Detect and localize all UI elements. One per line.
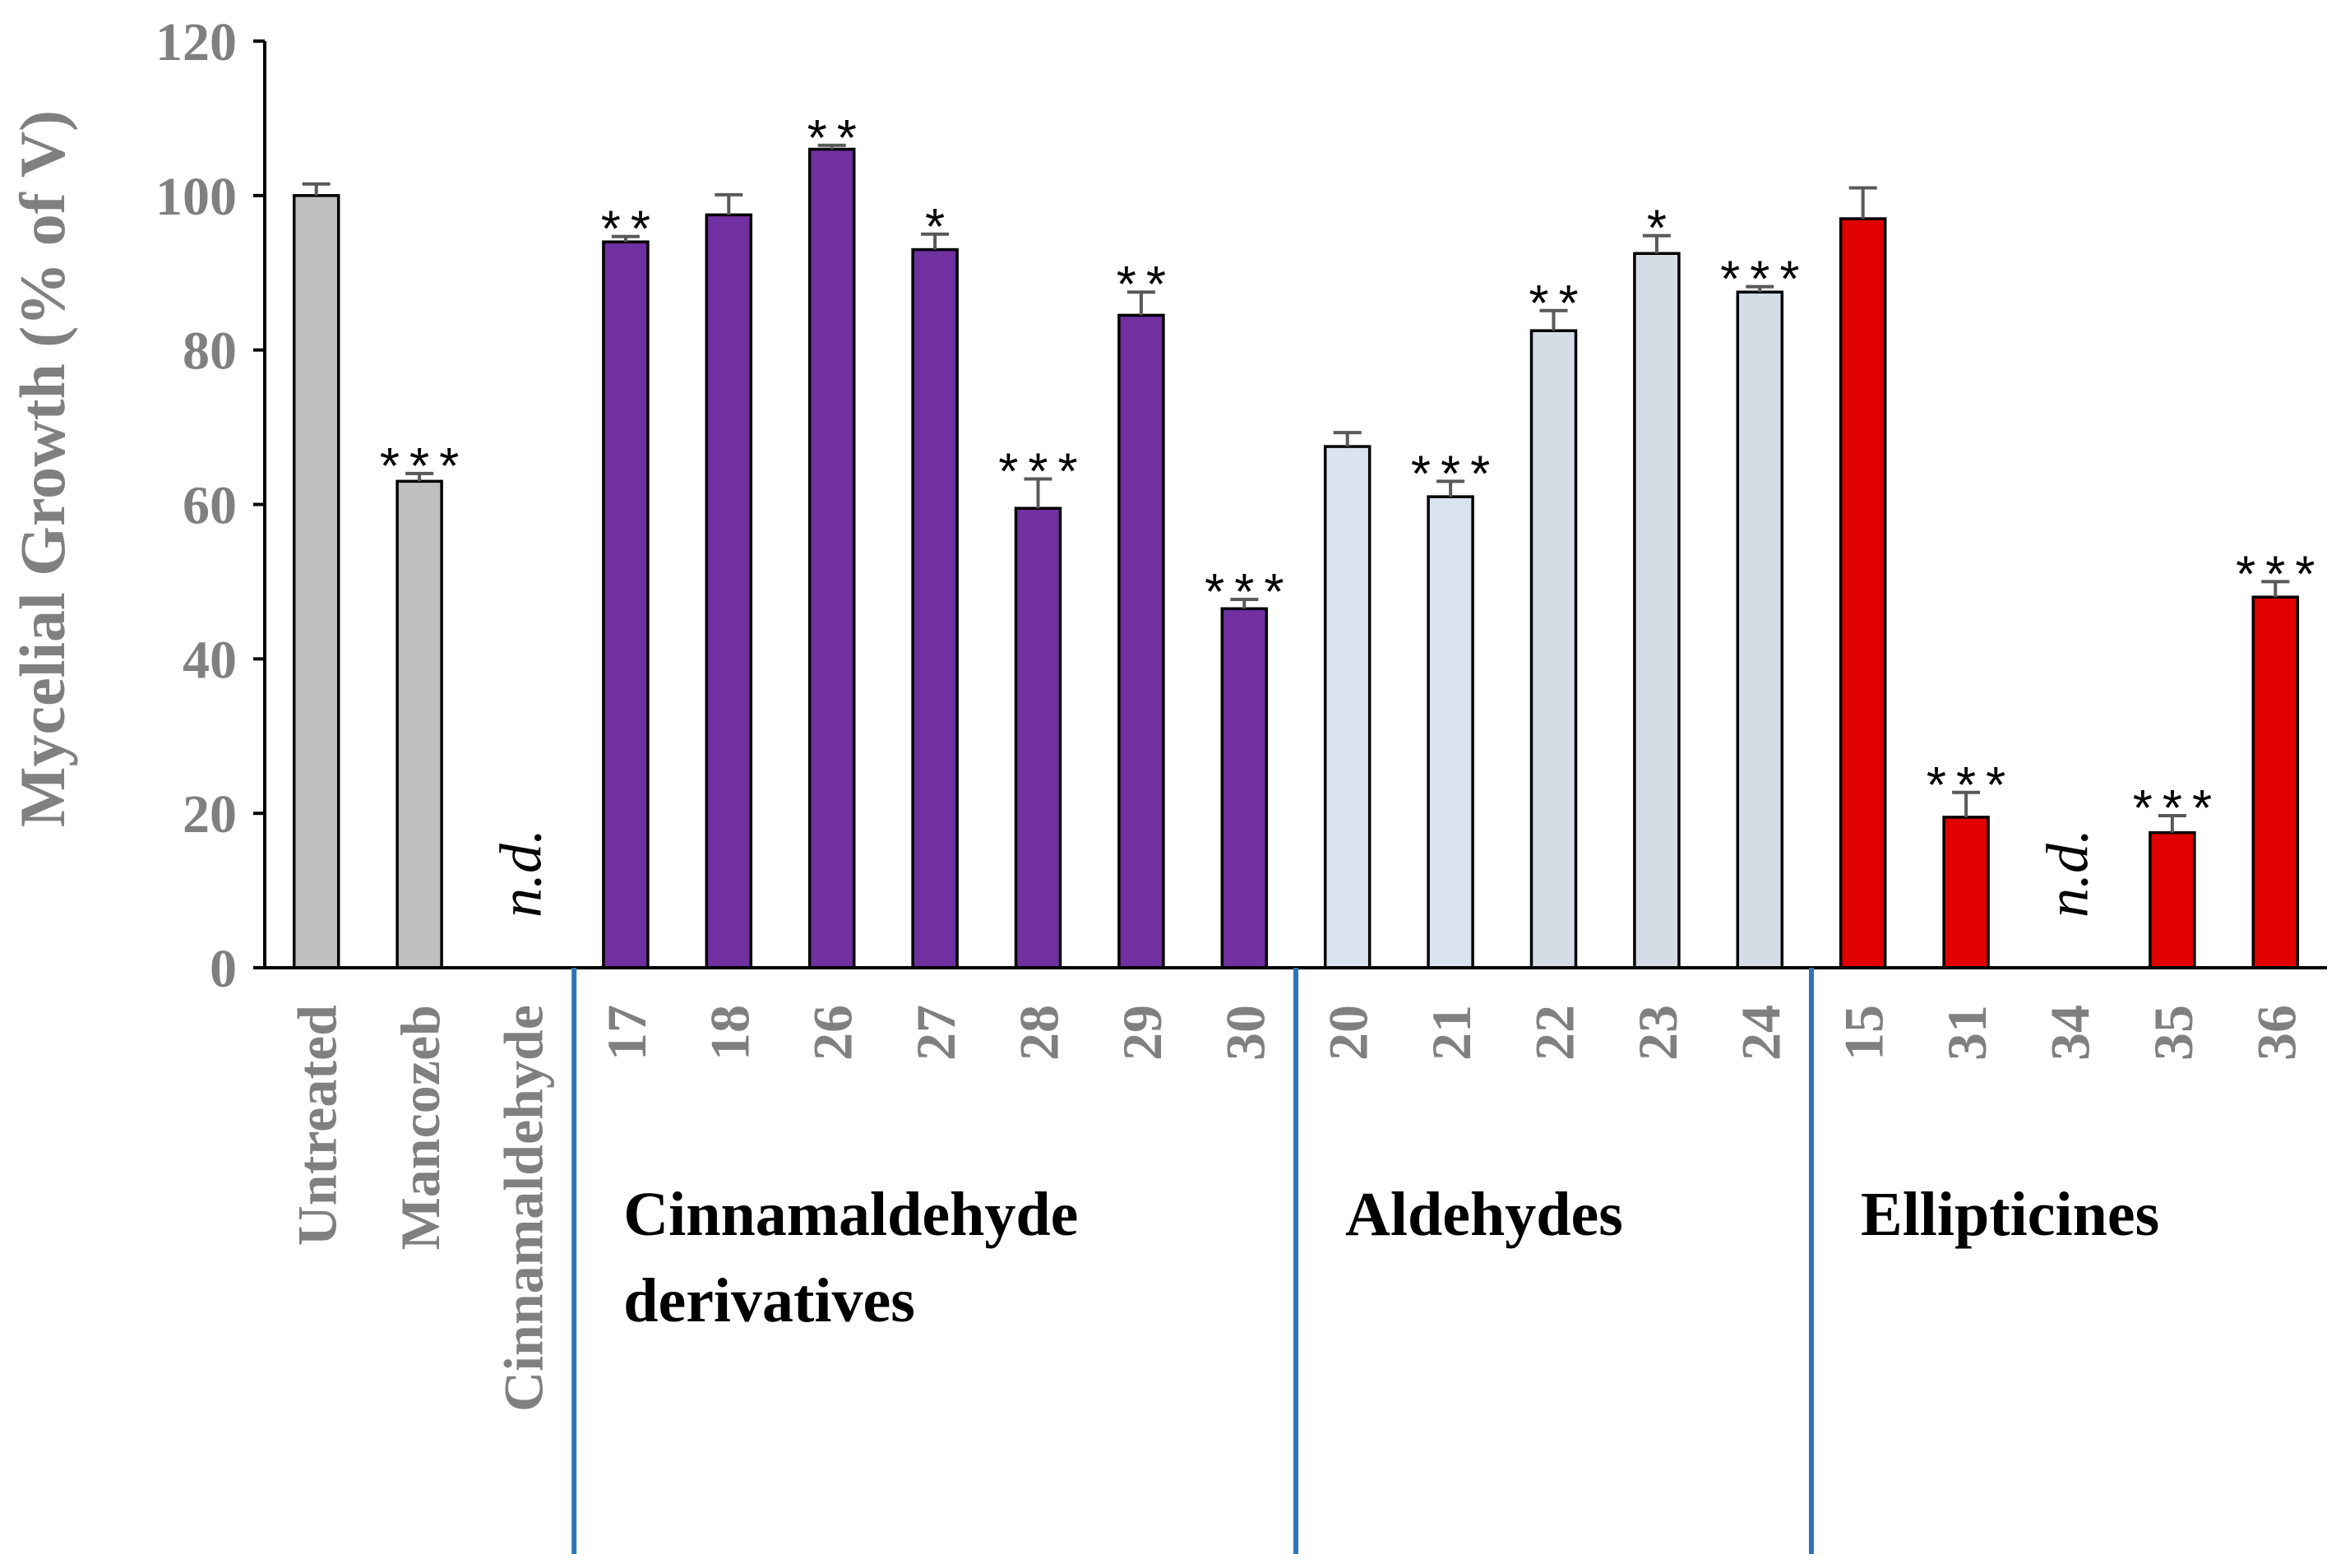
bar bbox=[1633, 252, 1681, 969]
significance-label: *** bbox=[1205, 564, 1293, 621]
x-tick-label: 17 bbox=[595, 1005, 658, 1061]
bar bbox=[1117, 313, 1165, 969]
x-tick-label: 35 bbox=[2142, 1005, 2204, 1061]
bar bbox=[602, 240, 650, 969]
bar bbox=[396, 479, 443, 969]
x-tick-label: 22 bbox=[1524, 1005, 1586, 1061]
group-label: Aldehydes bbox=[1345, 1180, 1623, 1249]
y-tick-label: 120 bbox=[155, 12, 237, 72]
y-tick-label: 40 bbox=[183, 630, 237, 690]
y-tick-label: 100 bbox=[155, 167, 237, 227]
y-tick-label: 80 bbox=[183, 321, 237, 382]
x-tick-label: 30 bbox=[1214, 1005, 1276, 1061]
bar bbox=[2149, 830, 2196, 969]
significance-label: *** bbox=[1720, 252, 1809, 308]
x-tick-label: Cinnamaldehyde bbox=[493, 1005, 555, 1412]
x-tick-label: Mancozeb bbox=[389, 1005, 451, 1250]
significance-label: *** bbox=[380, 438, 469, 495]
group-label: Ellipticines bbox=[1861, 1180, 2159, 1249]
x-tick-label: 31 bbox=[1936, 1005, 1998, 1061]
significance-label: *** bbox=[2133, 780, 2222, 837]
bar bbox=[1014, 506, 1062, 969]
bar bbox=[1736, 290, 1784, 969]
x-tick-label: 20 bbox=[1317, 1005, 1380, 1061]
bar bbox=[1529, 329, 1578, 969]
x-tick-label: 28 bbox=[1008, 1005, 1071, 1061]
significance-label: *** bbox=[2236, 546, 2324, 603]
y-axis: 0 20 40 60 80 100 120 bbox=[155, 12, 266, 999]
x-tick-label: 24 bbox=[1729, 1005, 1792, 1061]
bar bbox=[292, 194, 340, 969]
significance-label: ** bbox=[1529, 275, 1588, 332]
group-label: Cinnamaldehyde bbox=[623, 1180, 1078, 1249]
significance-label: ** bbox=[807, 110, 867, 167]
significance-label: ** bbox=[1117, 257, 1176, 313]
group-labels: Cinnamaldehyde derivatives Aldehydes Ellipt… bbox=[571, 968, 2159, 1554]
y-tick-label: 20 bbox=[183, 784, 237, 844]
y-axis-label: Mycelial Growth (% of V) bbox=[7, 110, 78, 827]
x-tick-label: 26 bbox=[802, 1005, 864, 1061]
x-tick-label: 29 bbox=[1111, 1005, 1173, 1061]
bar bbox=[807, 147, 856, 969]
nd-label: n.d. bbox=[2035, 829, 2101, 918]
x-tick-label: 21 bbox=[1420, 1005, 1483, 1061]
x-tick-label: Untreated bbox=[286, 1005, 349, 1247]
significance-label: ** bbox=[601, 201, 660, 258]
nd-label: n.d. bbox=[488, 829, 554, 918]
group-label: derivatives bbox=[623, 1266, 915, 1335]
x-tick-label: 23 bbox=[1626, 1005, 1689, 1061]
bar bbox=[1220, 607, 1269, 969]
significance-label: * bbox=[925, 199, 955, 256]
significance-label: * bbox=[1647, 201, 1677, 257]
x-tick-label: 15 bbox=[1833, 1005, 1895, 1061]
bar bbox=[2251, 595, 2300, 969]
bar bbox=[1323, 445, 1372, 969]
significance-label: *** bbox=[1411, 446, 1500, 502]
x-tick-label: 34 bbox=[2039, 1005, 2102, 1061]
bar bbox=[705, 213, 753, 969]
bar bbox=[1427, 495, 1474, 969]
x-tick-label: 18 bbox=[698, 1005, 761, 1061]
y-tick-label: 60 bbox=[183, 476, 237, 536]
bar bbox=[1942, 816, 1990, 969]
bar bbox=[911, 247, 959, 969]
bar bbox=[1839, 217, 1887, 969]
x-axis: Untreated Mancozeb Cinnamaldehyde 17 18 26 27 2… bbox=[265, 966, 2327, 1412]
bars: ***n.d.*************************n.d.****… bbox=[292, 110, 2324, 969]
x-tick-label: 27 bbox=[904, 1005, 967, 1061]
y-tick-label: 0 bbox=[210, 939, 237, 999]
significance-label: *** bbox=[998, 444, 1087, 501]
x-tick-label: 36 bbox=[2245, 1005, 2307, 1061]
significance-label: *** bbox=[1927, 757, 2015, 814]
